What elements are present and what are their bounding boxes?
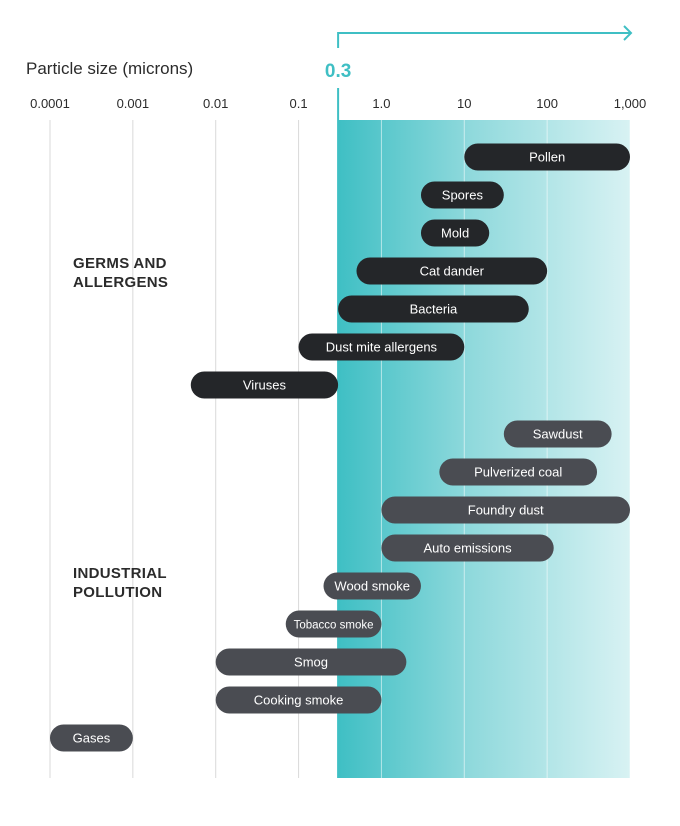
group-label: POLLUTION [73,584,162,601]
marker-label: 0.3 [325,61,351,82]
range-bar [381,496,630,524]
range-bar [298,333,465,361]
bar-label: Spores [442,188,484,203]
marker-arrow-line [337,32,631,48]
x-tick-label: 10 [457,96,471,111]
x-tick-label: 0.01 [203,96,228,111]
bar-label: Gases [73,731,111,746]
bar-label: Cat dander [420,264,485,279]
bar-label: Viruses [243,378,287,393]
range-bar [323,572,421,600]
range-bar [439,458,598,486]
bar-label: Cooking smoke [254,693,344,708]
range-bar [338,295,529,323]
group-label: ALLERGENS [73,274,168,291]
bar-label: Dust mite allergens [326,340,438,355]
bar-label: Sawdust [533,427,583,442]
x-tick-label: 0.1 [290,96,308,111]
range-bar [356,257,548,285]
range-bar [285,610,382,638]
group-label: GERMS AND [73,255,167,272]
range-bar [50,724,133,752]
range-bar [190,371,339,399]
range-bar [381,534,554,562]
range-bar [420,181,504,209]
bar-label: Pollen [529,150,565,165]
range-bar [420,219,490,247]
range-bar [215,648,407,676]
marker-arrow-head-icon [623,25,633,41]
bar-label: Mold [441,226,469,241]
range-bar [464,143,630,171]
x-tick-label: 1.0 [372,96,390,111]
x-tick-label: 0.0001 [30,96,70,111]
x-tick-label: 100 [536,96,558,111]
group-label: INDUSTRIAL [73,565,167,582]
bar-label: Foundry dust [468,503,544,518]
range-bar [503,420,612,448]
x-tick-label: 1,000 [614,96,647,111]
bar-label: Auto emissions [423,541,512,556]
bar-label: Pulverized coal [474,465,562,480]
x-axis-title: Particle size (microns) [26,59,193,78]
bar-label: Tobacco smoke [294,620,374,632]
x-tick-label: 0.001 [117,96,150,111]
bar-label: Bacteria [410,302,458,317]
bar-label: Smog [294,655,328,670]
range-bar [215,686,382,714]
bar-label: Wood smoke [334,579,410,594]
